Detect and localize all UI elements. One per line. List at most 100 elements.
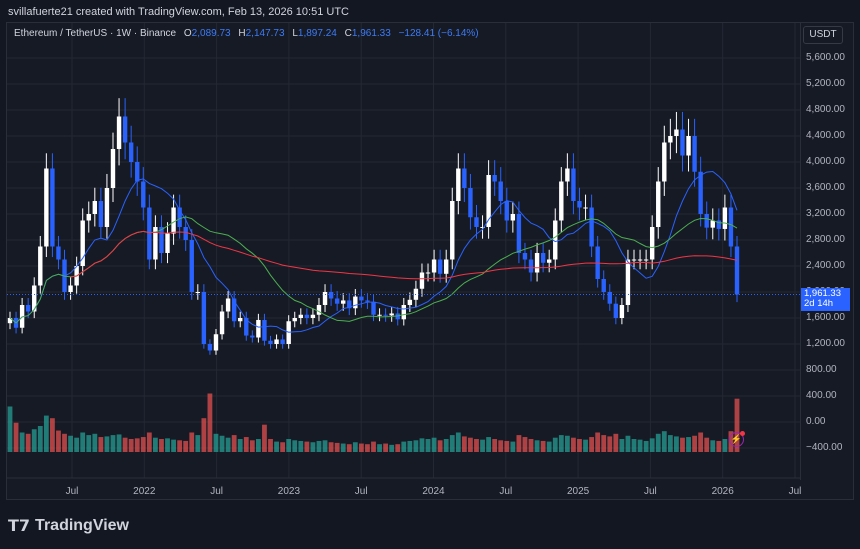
y-tick-label: 800.00 [806,364,837,375]
volume-bar [280,442,286,452]
volume-bar [310,442,316,452]
candle-body [444,259,449,274]
volume-bar [722,439,728,452]
candle-body [262,319,267,341]
currency-button[interactable]: USDT [803,26,843,44]
x-tick-label: Jul [643,486,657,497]
volume-bar [268,439,273,452]
volume-bar [243,437,249,452]
volume-bar [704,437,710,452]
chart-pane[interactable] [6,22,854,500]
last-price-tag: 1,961.33 2d 14h [801,288,850,311]
volume-bar [92,433,98,452]
candle-body [431,259,437,273]
candle-body [147,207,152,260]
volume-bar [365,444,370,452]
volume-bar [37,426,43,452]
candle-body [613,303,619,318]
candle-body [716,220,722,229]
volume-bar [237,439,243,452]
volume-bar [86,435,92,452]
volume-bar [340,443,346,452]
volume-bar [558,435,564,452]
candle-body [268,340,273,344]
candle-body [704,214,709,228]
volume-bar [443,439,449,452]
volume-bar [486,437,492,452]
candle-body [522,253,528,260]
candle-body [207,344,213,351]
volume-bar [346,444,352,452]
candle-body [116,116,122,149]
attribution: svillafuerte21 created with TradingView.… [8,6,349,18]
candle-body [86,214,91,221]
volume-bar [298,440,304,452]
candle-body [80,220,85,266]
volume-bar [146,432,152,452]
volume-bar [334,442,340,452]
volume-bar [352,442,358,452]
candle-body [122,116,128,143]
volume-bar [449,435,455,452]
volume-bar [207,393,213,452]
candle-body [250,335,255,338]
x-tick-label: 2022 [133,486,156,497]
open-value: 2,089.73 [191,28,231,39]
volume-bar [134,438,140,452]
volume-bar [425,439,431,452]
volume-bar [468,437,473,452]
volume-bar [631,439,637,452]
candle-body [619,305,625,318]
candle-body [141,181,146,208]
volume-bar [498,440,504,452]
volume-bar [649,438,655,452]
volume-bar [589,437,594,452]
volume-bar [601,435,607,452]
volume-bar [219,435,225,452]
volume-bar [401,441,407,452]
volume-bar [316,440,322,452]
volume-bar [56,430,61,452]
candle-body [656,181,661,227]
volume-bar [25,433,31,452]
volume-bar [358,443,364,452]
candle-body [528,259,534,273]
volume-bar [734,398,740,452]
x-tick-label: 2023 [277,486,301,497]
volume-bar [692,435,697,452]
candle-body [401,305,406,320]
volume-bar [686,437,691,452]
volume-bar [661,431,667,452]
alert-bolt-icon[interactable]: ⚡ [729,431,745,447]
candle-body [674,129,679,136]
volume-bar [710,440,716,452]
tradingview-logo[interactable]: 𝗧𝟳 TradingView [8,517,129,535]
volume-bar [595,432,601,452]
volume-bar [19,432,25,452]
candle-body [44,168,49,247]
candle-body [607,292,612,304]
volume-bar [492,439,498,452]
volume-bar [437,440,443,452]
candle-body [177,207,182,227]
volume-bar [286,439,292,452]
volume-bar [201,418,207,452]
candle-body [474,217,479,227]
candle-body [407,299,413,305]
volume-bar [607,436,613,452]
symbol-title[interactable]: Ethereum / TetherUS · 1W · Binance [14,28,177,39]
candle-body [583,207,588,209]
y-tick-label: 3,200.00 [806,208,845,219]
price-axis[interactable] [800,22,854,480]
volume-bar [153,437,158,452]
volume-bar [389,444,395,452]
volume-bar [516,435,522,452]
volume-bar [328,442,334,452]
volume-bar [80,432,86,452]
candle-body [516,214,522,253]
candle-body [456,168,461,201]
y-tick-label: 1,200.00 [806,338,845,349]
volume-bar [680,437,685,452]
candle-body [565,168,570,182]
